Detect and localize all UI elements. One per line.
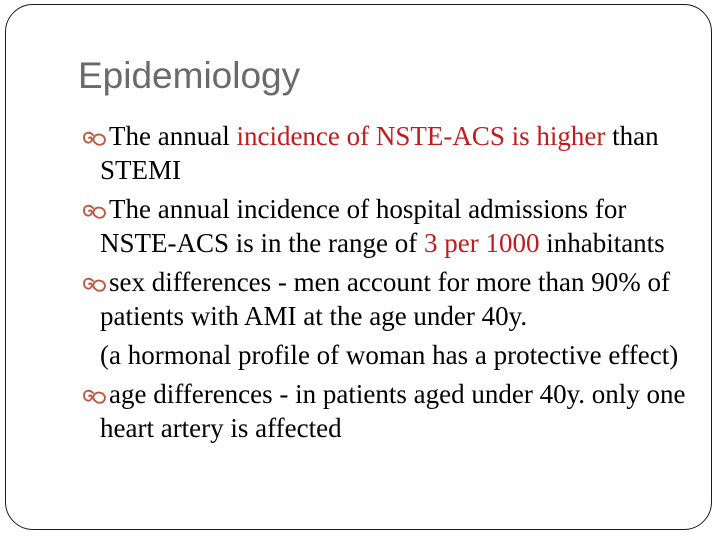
text-segment: The annual incidence of hospital admissi… — [100, 194, 627, 258]
text-segment: (a hormonal profile of woman has a prote… — [100, 340, 679, 370]
flourish-bullet-glyph — [83, 204, 106, 219]
text-segment: inhabitants — [539, 228, 665, 258]
text-segment: age differences - in patients aged under… — [100, 379, 686, 443]
bullet-paragraph: The annual incidence of hospital admissi… — [83, 192, 688, 260]
bullet-list: The annual incidence of NSTE-ACS is high… — [83, 119, 688, 445]
text-segment: sex differences - men account for more t… — [100, 267, 671, 331]
flourish-bullet-icon — [82, 265, 109, 299]
slide-title: Epidemiology — [78, 55, 301, 96]
bullet-paragraph: age differences - in patients aged under… — [83, 377, 688, 445]
text-segment: The annual — [109, 121, 237, 151]
slide-border-frame — [5, 4, 712, 530]
text-segment-highlight: 3 per 1000 — [423, 228, 540, 258]
text-segment: than STEMI — [100, 121, 659, 185]
bullet-paragraph: The annual incidence of NSTE-ACS is high… — [83, 119, 688, 187]
bullet-paragraph: (a hormonal profile of woman has a prote… — [100, 338, 688, 372]
flourish-bullet-icon — [82, 192, 109, 226]
flourish-bullet-glyph — [83, 389, 106, 404]
text-segment-highlight: incidence of NSTE-ACS is higher — [236, 121, 606, 151]
flourish-bullet-icon — [82, 377, 109, 411]
flourish-bullet-icon — [82, 119, 109, 153]
flourish-bullet-glyph — [83, 277, 106, 292]
flourish-bullet-glyph — [83, 131, 106, 146]
bullet-paragraph: sex differences - men account for more t… — [83, 265, 688, 333]
